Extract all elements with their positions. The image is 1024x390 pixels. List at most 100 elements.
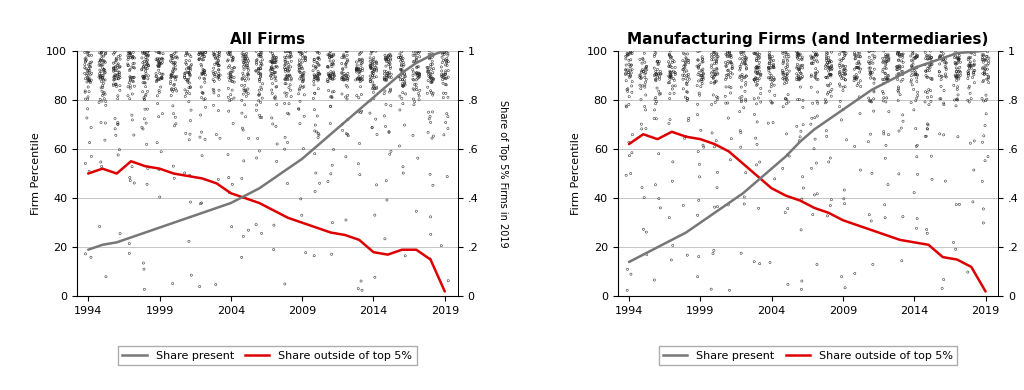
- Point: [182, 72, 199, 78]
- Point: [292, 69, 308, 75]
- Point: [663, 53, 679, 60]
- Point: [136, 286, 153, 292]
- Point: [122, 74, 138, 80]
- Point: [866, 48, 883, 54]
- Y-axis label: Firm Percentile: Firm Percentile: [31, 132, 41, 215]
- Point: [422, 119, 438, 126]
- Point: [294, 59, 310, 65]
- Point: [722, 58, 738, 65]
- Point: [164, 59, 180, 66]
- Point: [393, 56, 410, 62]
- Point: [805, 55, 821, 61]
- Point: [105, 68, 122, 74]
- Point: [210, 61, 226, 67]
- Point: [762, 76, 778, 83]
- Point: [237, 62, 253, 68]
- Point: [77, 96, 93, 102]
- Point: [931, 69, 947, 75]
- Point: [393, 61, 410, 67]
- Point: [777, 50, 794, 56]
- Point: [79, 115, 95, 121]
- Point: [918, 68, 934, 74]
- Point: [908, 54, 925, 60]
- Point: [265, 222, 282, 228]
- Point: [419, 69, 435, 75]
- Point: [878, 58, 894, 64]
- Point: [980, 58, 996, 64]
- Point: [862, 99, 879, 105]
- Point: [662, 51, 678, 57]
- Point: [248, 48, 264, 55]
- Point: [803, 60, 819, 67]
- Point: [948, 73, 965, 80]
- Point: [165, 55, 181, 61]
- Point: [335, 127, 351, 133]
- Point: [623, 73, 639, 80]
- Point: [323, 71, 339, 77]
- Point: [365, 61, 381, 67]
- Point: [390, 55, 407, 61]
- Point: [803, 165, 819, 172]
- Point: [194, 152, 210, 159]
- Point: [323, 53, 339, 60]
- Point: [81, 69, 97, 75]
- Point: [362, 63, 379, 69]
- Point: [136, 75, 153, 82]
- Y-axis label: Share of Top 5% Firms in 2019: Share of Top 5% Firms in 2019: [498, 100, 508, 247]
- Point: [326, 52, 342, 58]
- Point: [764, 53, 780, 60]
- Point: [977, 63, 993, 69]
- Point: [94, 83, 111, 89]
- Point: [738, 57, 755, 63]
- Point: [404, 132, 421, 138]
- Point: [833, 64, 849, 71]
- Point: [409, 64, 425, 71]
- Point: [866, 55, 883, 61]
- Point: [126, 65, 142, 71]
- Point: [222, 51, 239, 57]
- Point: [876, 80, 892, 87]
- Point: [276, 134, 293, 140]
- Point: [338, 64, 354, 70]
- Point: [978, 111, 994, 117]
- Point: [421, 116, 437, 122]
- Point: [105, 81, 122, 87]
- Point: [649, 66, 666, 73]
- Point: [195, 51, 211, 58]
- Point: [838, 71, 854, 77]
- Point: [903, 77, 920, 83]
- Point: [411, 70, 427, 76]
- Point: [874, 69, 891, 75]
- Point: [976, 70, 992, 76]
- Point: [862, 70, 879, 76]
- Point: [434, 73, 451, 80]
- Point: [695, 76, 712, 82]
- Point: [135, 126, 152, 132]
- Point: [122, 49, 138, 55]
- Point: [762, 88, 778, 94]
- Point: [263, 66, 280, 73]
- Point: [938, 66, 954, 73]
- Point: [893, 125, 909, 131]
- Point: [763, 65, 779, 71]
- Point: [167, 114, 183, 121]
- Point: [224, 57, 241, 63]
- Point: [646, 115, 663, 122]
- Point: [77, 88, 93, 94]
- Point: [382, 64, 398, 70]
- Point: [190, 56, 207, 62]
- Point: [340, 73, 356, 80]
- Point: [966, 69, 982, 75]
- Point: [749, 57, 765, 64]
- Point: [620, 86, 636, 92]
- Point: [425, 69, 441, 76]
- Point: [306, 76, 323, 82]
- Point: [422, 214, 438, 220]
- Point: [336, 53, 352, 60]
- Point: [307, 122, 324, 128]
- Point: [709, 54, 725, 60]
- Point: [835, 55, 851, 62]
- Point: [935, 51, 951, 57]
- Point: [338, 60, 354, 67]
- Point: [353, 77, 370, 83]
